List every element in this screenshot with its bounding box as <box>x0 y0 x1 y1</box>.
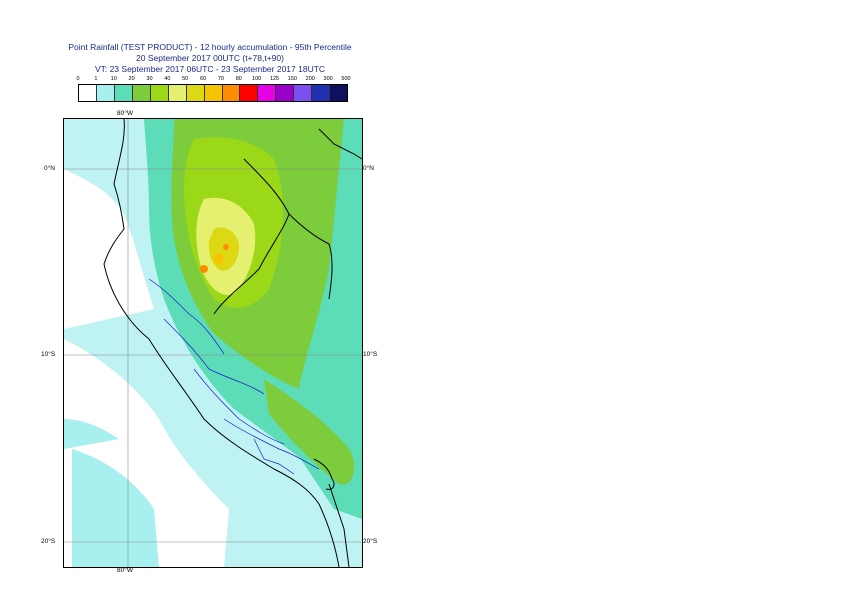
region-borders <box>148 278 320 475</box>
title-line-2: 20 September 2017 00UTC (t+78,t+90) <box>136 53 284 63</box>
legend-swatch <box>240 85 259 101</box>
lat-label-20-right: 20°S <box>363 538 378 545</box>
legend-swatch <box>276 85 295 101</box>
legend-threshold-label: 300 <box>323 76 333 82</box>
legend-swatch <box>312 85 331 101</box>
lat-label-10-left: 10°S <box>41 351 56 358</box>
legend-threshold-label: 1 <box>94 76 98 82</box>
legend-threshold-label: 10 <box>110 76 117 82</box>
legend-swatch <box>222 85 241 101</box>
lat-label-20-left: 20°S <box>41 538 56 545</box>
title-line-1: Point Rainfall (TEST PRODUCT) - 12 hourl… <box>68 42 352 52</box>
legend-threshold-label: 50 <box>182 76 189 82</box>
legend-threshold-label: 60 <box>200 76 207 82</box>
legend-labels: 0 1 10 20 30 40 50 60 70 80 100 125 150 200 300 500 <box>76 74 351 84</box>
legend-threshold-label: 0 <box>76 76 80 82</box>
map-svg <box>64 119 362 567</box>
legend-threshold-label: 70 <box>217 76 224 82</box>
country-borders <box>103 119 362 567</box>
lat-label-10-right: 10°S <box>363 351 378 358</box>
lat-label-0-right: 0°N <box>363 165 374 172</box>
color-legend: 0 1 10 20 30 40 50 60 70 80 100 125 150 200 300 500 <box>76 74 351 102</box>
legend-swatch <box>204 85 223 101</box>
lon-label-bottom: 80°W <box>117 567 133 574</box>
legend-threshold-label: 500 <box>341 76 351 82</box>
rainfall-map[interactable] <box>63 118 363 568</box>
legend-swatch <box>330 85 348 101</box>
legend-swatch <box>150 85 169 101</box>
legend-swatch <box>258 85 277 101</box>
legend-color-bar <box>78 84 348 102</box>
legend-swatch <box>79 85 97 101</box>
map-graticule <box>64 119 362 567</box>
lat-label-0-left: 0°N <box>44 165 55 172</box>
lon-label-top: 80°W <box>117 110 133 117</box>
legend-swatch <box>168 85 187 101</box>
legend-swatch <box>114 85 133 101</box>
legend-threshold-label: 100 <box>252 76 262 82</box>
legend-threshold-label: 40 <box>164 76 171 82</box>
legend-threshold-label: 80 <box>235 76 242 82</box>
legend-swatch <box>294 85 313 101</box>
legend-threshold-label: 20 <box>128 76 135 82</box>
legend-swatch <box>132 85 151 101</box>
legend-threshold-label: 150 <box>287 76 297 82</box>
legend-swatch <box>186 85 205 101</box>
legend-threshold-label: 30 <box>146 76 153 82</box>
legend-swatch <box>96 85 115 101</box>
title-line-3: VT: 23 September 2017 06UTC - 23 Septemb… <box>94 64 326 74</box>
legend-threshold-label: 200 <box>305 76 315 82</box>
legend-threshold-label: 125 <box>269 76 280 82</box>
